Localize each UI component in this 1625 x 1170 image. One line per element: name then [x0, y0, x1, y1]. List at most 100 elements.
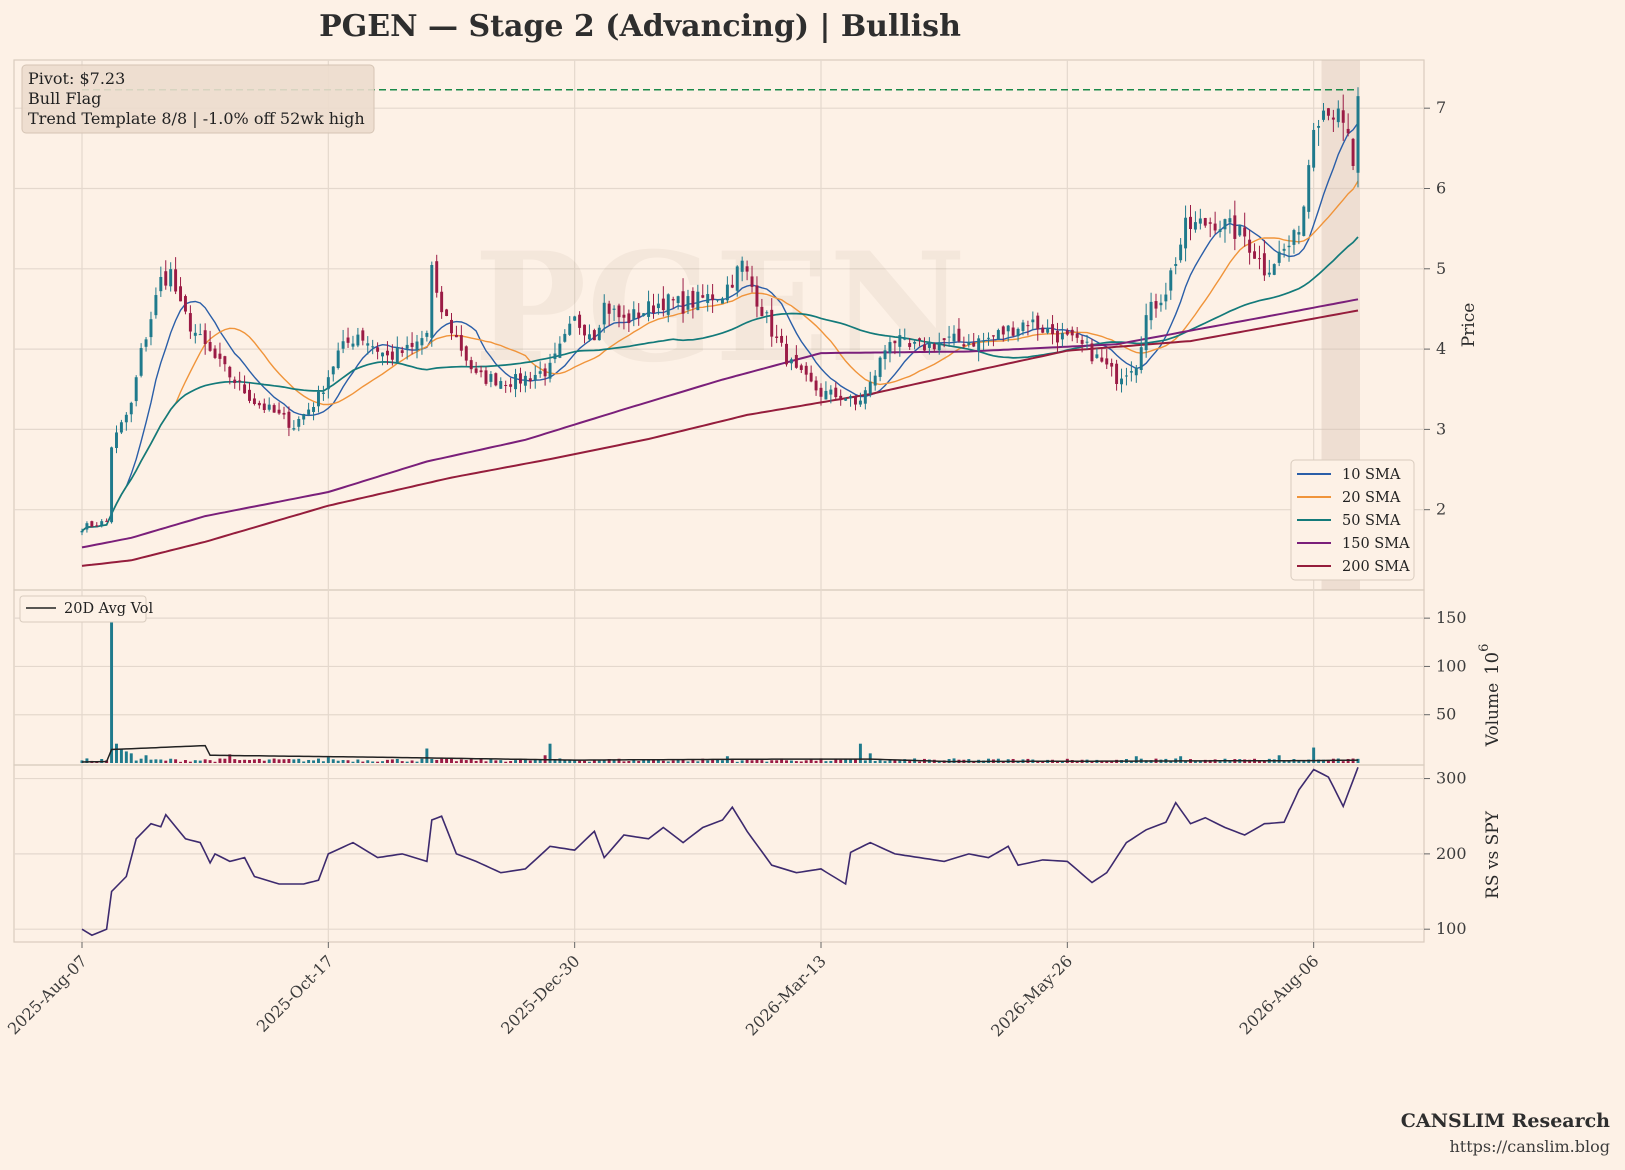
volume-bar: [208, 760, 212, 763]
volume-bar: [203, 759, 207, 763]
candle-body: [1139, 347, 1143, 370]
candle-body: [666, 294, 670, 315]
price-tick-label: 4: [1436, 339, 1446, 358]
candle-body: [991, 335, 995, 337]
candle-body: [129, 402, 133, 415]
candle-body: [430, 264, 434, 338]
candle-body: [450, 319, 453, 334]
candle-body: [1346, 128, 1350, 134]
candle-body: [356, 334, 360, 346]
candle-body: [1011, 327, 1015, 336]
volume-bar: [617, 758, 621, 763]
volume-bar: [819, 758, 823, 763]
volume-bar: [661, 760, 665, 763]
candle-body: [627, 313, 631, 324]
volume-bar: [755, 759, 759, 763]
volume-bar: [129, 753, 133, 763]
volume-bar: [720, 760, 724, 763]
candle-body: [1243, 227, 1247, 237]
candle-body: [883, 350, 887, 360]
volume-bar: [361, 761, 365, 763]
candle-body: [839, 395, 843, 401]
volume-bar: [868, 753, 872, 763]
candle-body: [652, 305, 655, 313]
candle-body: [395, 347, 399, 363]
volume-bar: [420, 758, 424, 763]
candle-body: [770, 309, 774, 337]
volume-bar: [863, 760, 867, 763]
legend-label: 150 SMA: [1342, 536, 1410, 552]
candle-body: [208, 341, 212, 351]
volume-bar: [538, 759, 542, 763]
volume-bar: [85, 758, 89, 763]
candle-body: [1115, 363, 1119, 384]
volume-bar: [400, 761, 404, 763]
candle-body: [987, 337, 990, 339]
volume-bar: [834, 758, 838, 763]
volume-bar: [656, 760, 660, 763]
volume-bar: [169, 758, 173, 763]
volume-bar: [844, 758, 848, 763]
candle-body: [1021, 322, 1025, 331]
volume-bar: [262, 760, 266, 763]
volume-bar: [159, 759, 163, 763]
volume-bar: [612, 759, 616, 763]
candle-body: [1159, 302, 1163, 306]
volume-bar: [297, 758, 301, 763]
candle-body: [518, 373, 522, 384]
volume-tick-label: 100: [1436, 656, 1467, 675]
candle-body: [149, 319, 153, 338]
price-tick-label: 2: [1436, 500, 1446, 519]
candle-body: [893, 340, 897, 344]
candle-body: [134, 377, 138, 402]
volume-bar: [770, 760, 774, 763]
candle-body: [932, 343, 936, 350]
candle-body: [425, 332, 429, 337]
volume-bar: [272, 758, 276, 763]
candle-body: [785, 343, 788, 365]
candle-body: [819, 387, 823, 397]
candle-body: [913, 341, 917, 344]
candle-body: [597, 327, 601, 341]
candle-body: [198, 334, 202, 336]
volume-bar: [745, 758, 749, 763]
candle-body: [144, 339, 148, 347]
candle-body: [1070, 329, 1074, 336]
volume-bar: [233, 759, 237, 763]
candle-body: [1060, 333, 1064, 340]
candle-body: [543, 368, 547, 377]
price-tick-label: 3: [1436, 419, 1446, 438]
volume-bar: [607, 759, 611, 763]
volume-bar: [321, 761, 325, 763]
volume-bar: [824, 761, 828, 763]
candle-body: [1341, 110, 1345, 123]
candle-body: [124, 414, 128, 423]
volume-bar: [1302, 760, 1306, 763]
candle-body: [1312, 129, 1316, 168]
candle-body: [1080, 339, 1084, 344]
candle-body: [829, 389, 833, 395]
candle-body: [420, 338, 424, 346]
volume-bar: [174, 759, 178, 763]
volume-bar: [1041, 761, 1045, 763]
volume-bar: [548, 743, 552, 763]
price-tick-label: 7: [1436, 98, 1446, 117]
volume-bar: [701, 758, 705, 763]
candle-body: [445, 309, 449, 316]
volume-bar: [238, 760, 242, 763]
candle-body: [272, 405, 276, 413]
volume-bar: [809, 759, 813, 763]
candle-body: [193, 332, 197, 336]
volume-bar: [277, 759, 281, 763]
candle-body: [504, 385, 508, 387]
candle-body: [400, 350, 404, 353]
candle-body: [1223, 219, 1227, 230]
candle-body: [804, 365, 808, 375]
volume-bar: [440, 758, 444, 763]
volume-bar: [740, 760, 744, 763]
candle-body: [878, 357, 882, 377]
legend-label: 10 SMA: [1342, 467, 1401, 483]
candle-body: [1248, 239, 1252, 253]
candle-body: [499, 381, 503, 389]
candle-body: [248, 389, 251, 401]
